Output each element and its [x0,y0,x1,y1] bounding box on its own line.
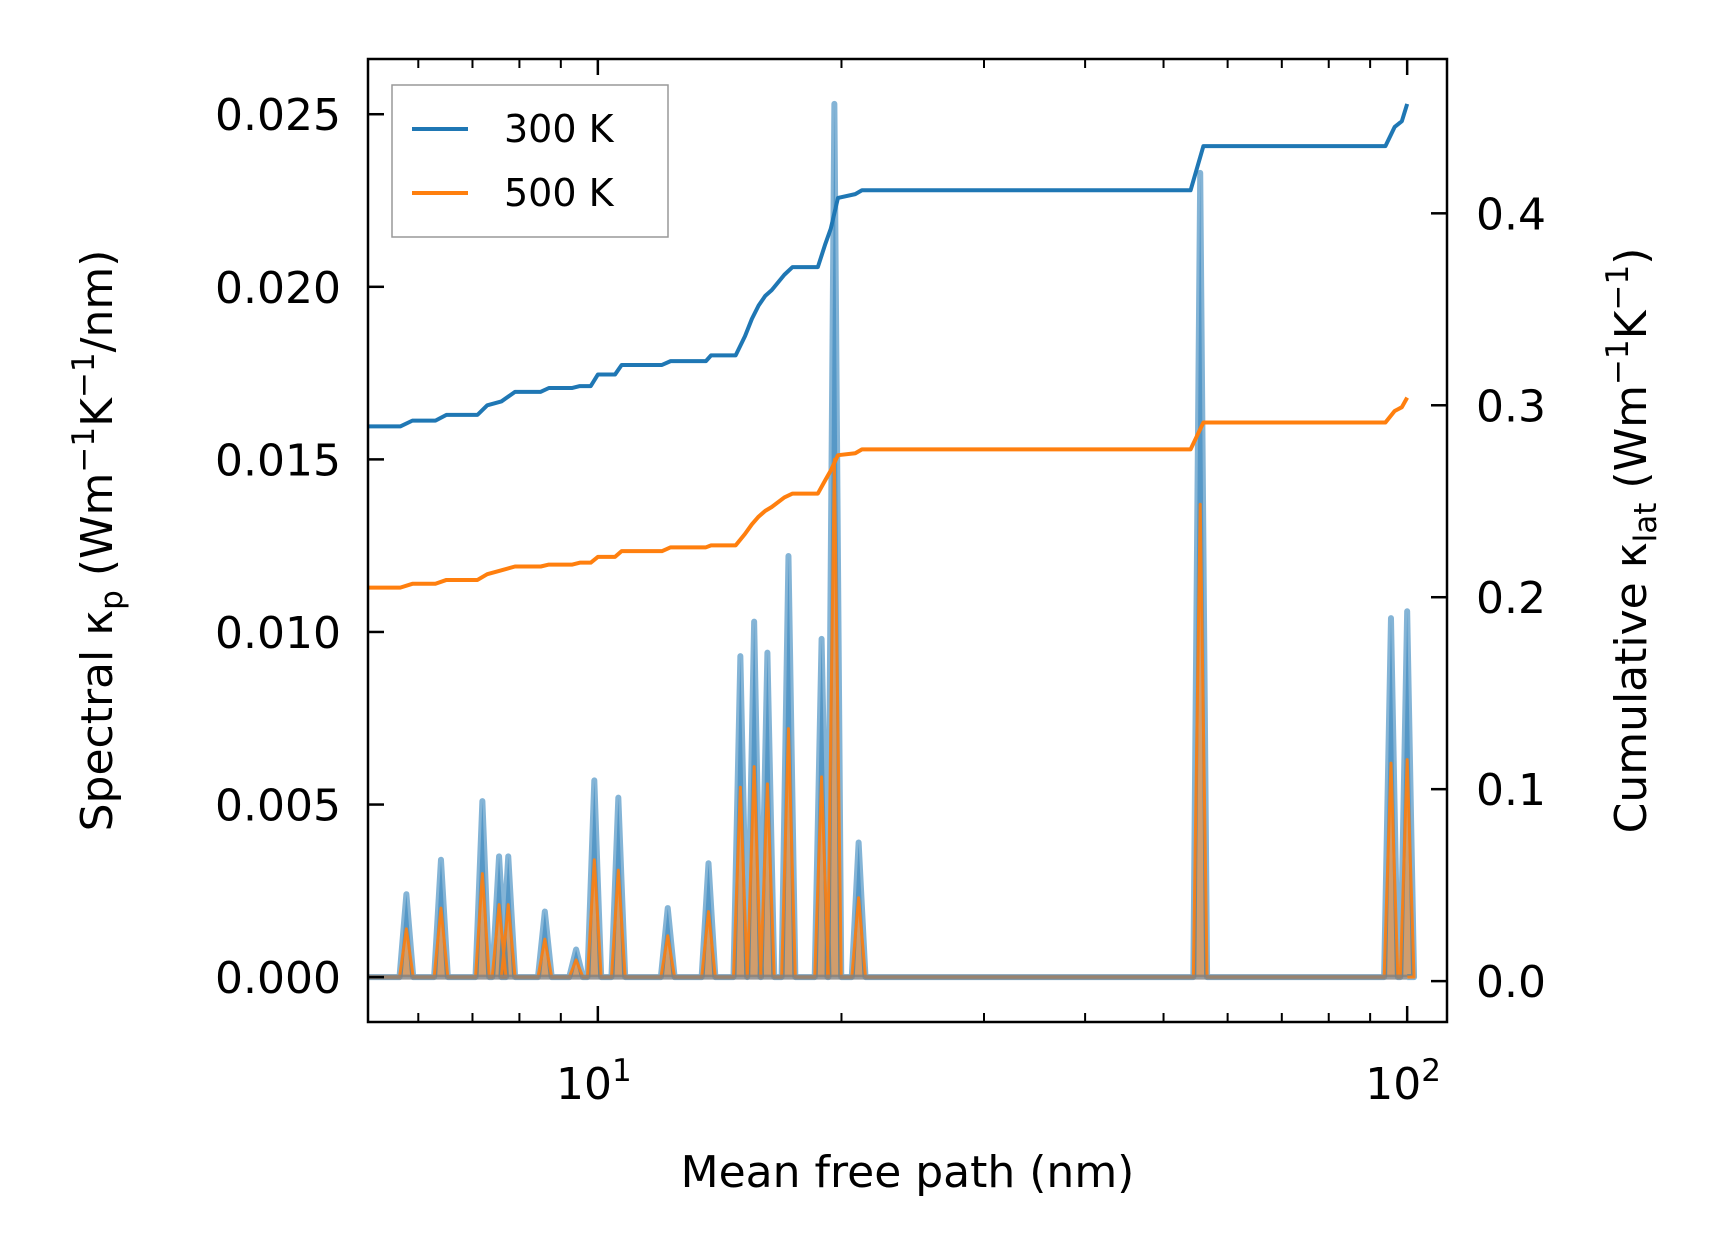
plot-area [368,100,1418,981]
y-left-tick-label: 0.010 [215,608,341,659]
y-right-tick-label: 0.2 [1476,573,1546,624]
y-left-tick-label: 0.000 [215,953,341,1004]
y-right-tick-label: 0.3 [1476,381,1546,432]
legend: 300 K 500 K [391,84,669,238]
cumulative-300k-line [368,103,1410,429]
legend-label: 500 K [504,171,615,215]
spectral-series-layer [368,100,1418,981]
cumulative-500k-line [368,396,1409,590]
x-tick-label: 102 [1365,1053,1441,1110]
spectral-500k-line [368,457,1416,979]
y-right-tick-label: 0.4 [1476,189,1546,240]
y-left-tick-label: 0.005 [215,781,341,832]
axes: 101 102 0.000 0.005 0.010 0.015 0.020 0.025 0.0 0… [66,57,1664,1198]
x-tick-label: 101 [556,1053,632,1110]
y-right-axis-label: Cumulative κlat (Wm−1K−1) [1600,248,1664,834]
cumulative-series-layer [368,103,1410,590]
legend-box [391,84,669,238]
y-left-tick-label: 0.015 [215,435,341,486]
x-axis-label: Mean free path (nm) [681,1147,1135,1198]
legend-label: 300 K [504,107,615,151]
y-left-tick-label: 0.020 [215,263,341,314]
y-right-tick-label: 0.0 [1476,957,1546,1008]
spectral-300k-line [368,100,1418,981]
y-left-tick-label: 0.025 [215,90,341,141]
y-right-tick-label: 0.1 [1476,765,1546,816]
axes-frame [366,57,1449,1024]
y-left-axis-label: Spectral κp (Wm−1K−1/nm) [66,250,130,832]
